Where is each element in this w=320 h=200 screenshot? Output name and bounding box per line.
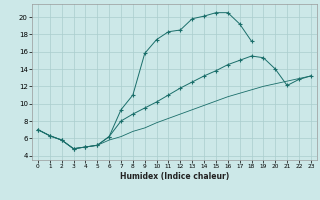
- X-axis label: Humidex (Indice chaleur): Humidex (Indice chaleur): [120, 172, 229, 181]
